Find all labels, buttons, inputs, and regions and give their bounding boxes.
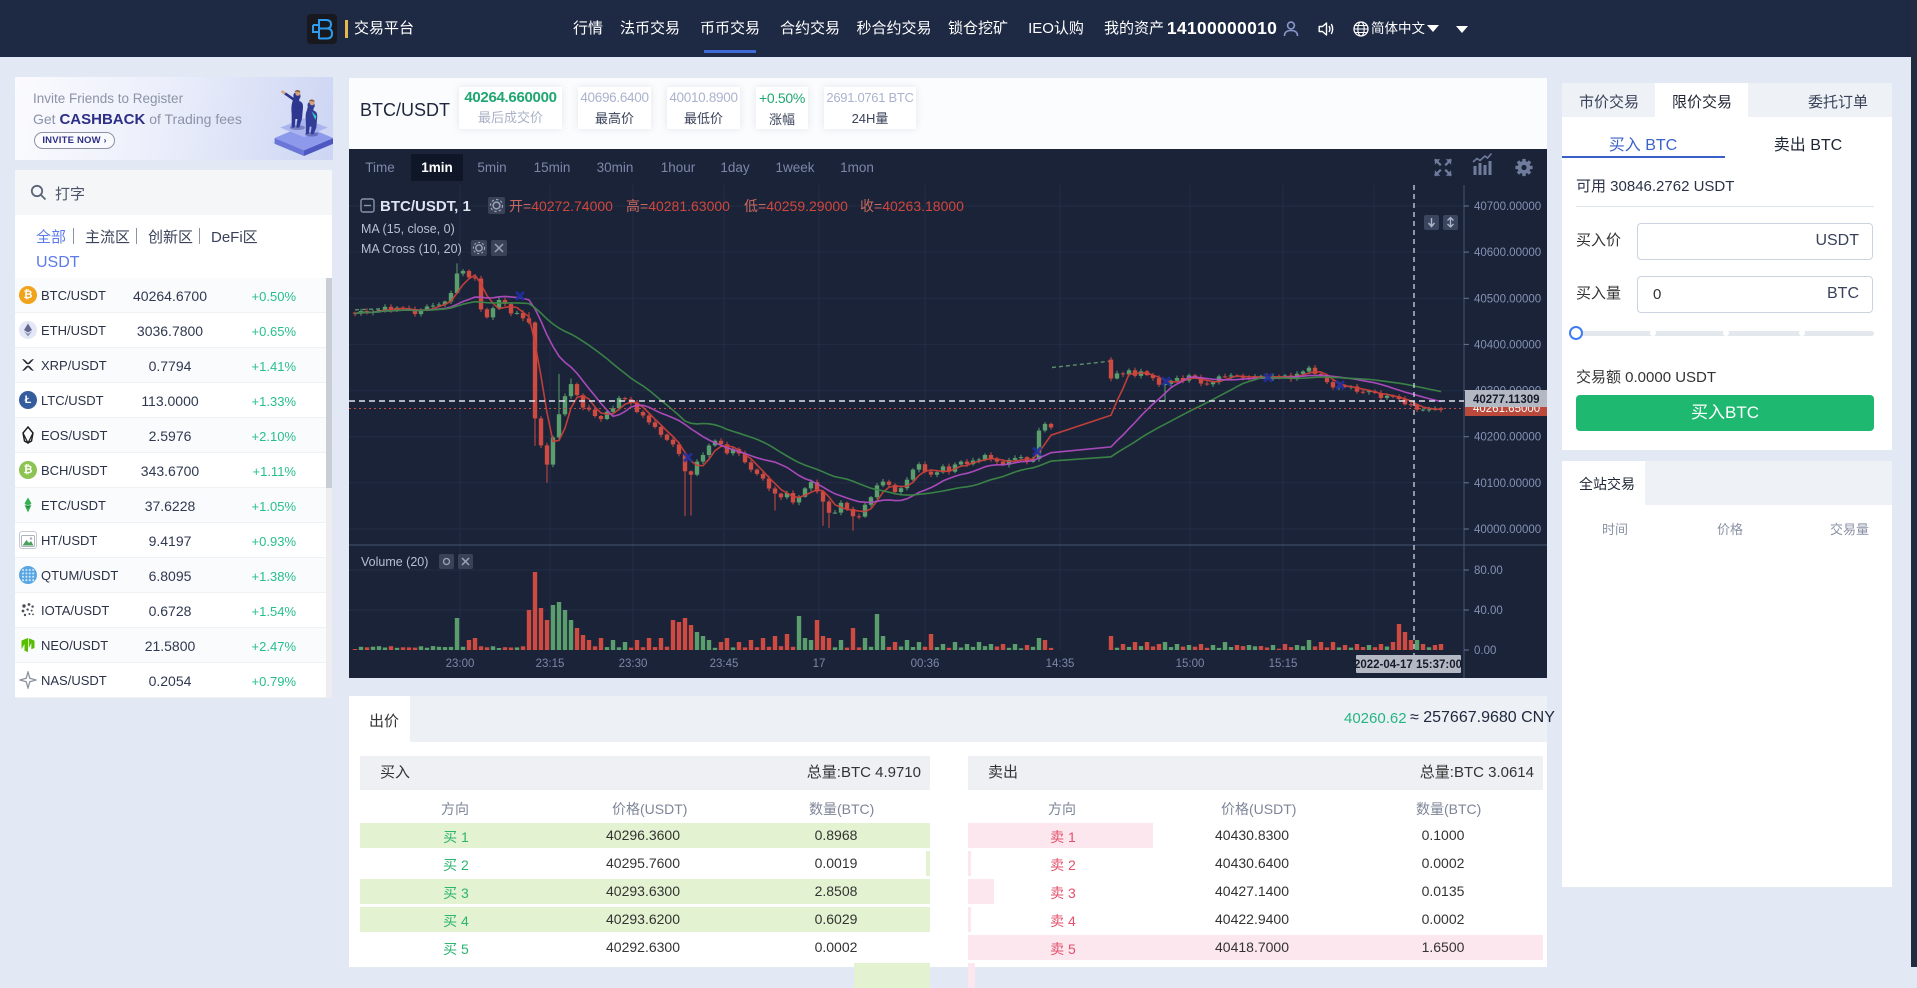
svg-text:23:00: 23:00 (446, 658, 475, 670)
svg-text:40000.00000: 40000.00000 (1474, 524, 1541, 536)
svg-text:MA (15, close, 0): MA (15, close, 0) (361, 222, 455, 236)
svg-text:23:30: 23:30 (619, 658, 648, 670)
svg-text:BTC/USDT, 1: BTC/USDT, 1 (380, 198, 471, 215)
svg-text:2022-04-17 15:37:00: 2022-04-17 15:37:00 (1354, 659, 1462, 671)
svg-text:40600.00000: 40600.00000 (1474, 247, 1541, 259)
svg-text:40400.00000: 40400.00000 (1474, 339, 1541, 351)
svg-text:1hour: 1hour (661, 160, 696, 175)
svg-text:1min: 1min (421, 160, 453, 175)
svg-text:40700.00000: 40700.00000 (1474, 201, 1541, 213)
svg-text:1day: 1day (720, 160, 750, 175)
svg-text:23:15: 23:15 (536, 658, 565, 670)
svg-text:15:15: 15:15 (1269, 658, 1298, 670)
svg-text:40200.00000: 40200.00000 (1474, 432, 1541, 444)
svg-text:14:35: 14:35 (1046, 658, 1075, 670)
svg-text:0.00: 0.00 (1474, 645, 1496, 657)
svg-text:00:36: 00:36 (911, 658, 940, 670)
svg-text:15:00: 15:00 (1176, 658, 1205, 670)
svg-text:MA Cross (10, 20): MA Cross (10, 20) (361, 242, 462, 256)
svg-text:1mon: 1mon (840, 160, 874, 175)
svg-text:1week: 1week (775, 160, 814, 175)
svg-text:40.00: 40.00 (1474, 605, 1503, 617)
svg-text:收=40263.18000: 收=40263.18000 (860, 198, 964, 214)
svg-text:5min: 5min (477, 160, 506, 175)
svg-text:Volume (20): Volume (20) (361, 555, 428, 569)
svg-text:23:45: 23:45 (710, 658, 739, 670)
svg-text:15min: 15min (534, 160, 571, 175)
svg-text:开=40272.74000: 开=40272.74000 (509, 198, 613, 214)
svg-text:40277.11309: 40277.11309 (1473, 394, 1540, 406)
svg-text:40100.00000: 40100.00000 (1474, 478, 1541, 490)
svg-text:Time: Time (365, 160, 395, 175)
svg-text:17: 17 (813, 658, 826, 670)
svg-text:低=40259.29000: 低=40259.29000 (744, 198, 848, 214)
svg-text:高=40281.63000: 高=40281.63000 (626, 198, 730, 214)
svg-text:80.00: 80.00 (1474, 565, 1503, 577)
svg-text:40500.00000: 40500.00000 (1474, 293, 1541, 305)
svg-text:30min: 30min (597, 160, 634, 175)
